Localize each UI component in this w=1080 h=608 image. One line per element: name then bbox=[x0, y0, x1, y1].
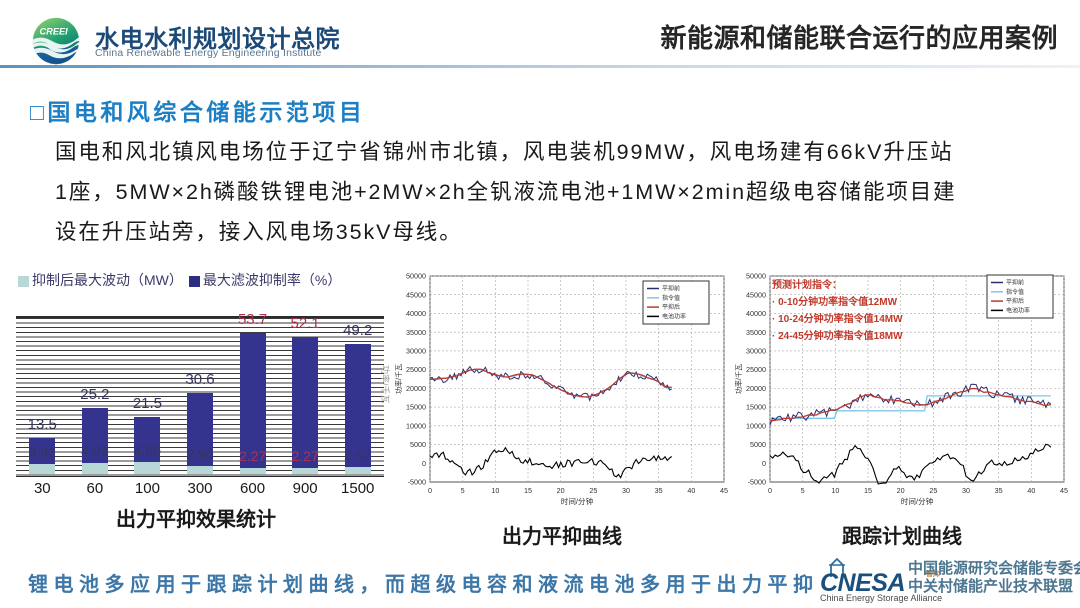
svg-text:40000: 40000 bbox=[406, 309, 426, 318]
svg-text:平抑前: 平抑前 bbox=[1006, 279, 1024, 287]
svg-text:20000: 20000 bbox=[406, 384, 426, 393]
svg-text:10: 10 bbox=[831, 486, 839, 495]
svg-text:35: 35 bbox=[655, 486, 663, 495]
svg-text:30000: 30000 bbox=[746, 347, 766, 356]
svg-text:45000: 45000 bbox=[406, 290, 426, 299]
svg-text:15000: 15000 bbox=[746, 403, 766, 412]
svg-text:15: 15 bbox=[864, 486, 872, 495]
svg-text:20000: 20000 bbox=[746, 384, 766, 393]
svg-text:50000: 50000 bbox=[406, 272, 426, 281]
svg-text:25000: 25000 bbox=[746, 365, 766, 374]
svg-text:0: 0 bbox=[762, 459, 766, 468]
svg-text:30: 30 bbox=[962, 486, 970, 495]
svg-text:平抑后: 平抑后 bbox=[1006, 297, 1024, 305]
svg-text:25: 25 bbox=[929, 486, 937, 495]
svg-text:5: 5 bbox=[801, 486, 805, 495]
svg-text:25: 25 bbox=[589, 486, 597, 495]
svg-text:35000: 35000 bbox=[406, 328, 426, 337]
svg-text:30: 30 bbox=[622, 486, 630, 495]
svg-text:CREEI: CREEI bbox=[40, 27, 69, 37]
svg-text:30000: 30000 bbox=[406, 347, 426, 356]
svg-text:-5000: -5000 bbox=[408, 478, 426, 487]
svg-text:时间/分钟: 时间/分钟 bbox=[901, 496, 934, 506]
svg-text:5000: 5000 bbox=[410, 440, 426, 449]
svg-text:功率/千瓦: 功率/千瓦 bbox=[394, 364, 403, 394]
svg-text:20: 20 bbox=[557, 486, 565, 495]
svg-text:0: 0 bbox=[768, 486, 772, 495]
svg-text:10000: 10000 bbox=[406, 421, 426, 430]
svg-text:40000: 40000 bbox=[746, 309, 766, 318]
svg-text:指令值: 指令值 bbox=[662, 294, 680, 302]
svg-text:50000: 50000 bbox=[746, 272, 766, 281]
svg-text:电池功率: 电池功率 bbox=[1006, 306, 1030, 314]
svg-text:时间/分钟: 时间/分钟 bbox=[561, 496, 594, 506]
svg-text:40: 40 bbox=[1027, 486, 1035, 495]
svg-text:15: 15 bbox=[524, 486, 532, 495]
svg-text:15000: 15000 bbox=[406, 403, 426, 412]
svg-text:40: 40 bbox=[687, 486, 695, 495]
svg-text:20: 20 bbox=[897, 486, 905, 495]
svg-text:45: 45 bbox=[720, 486, 728, 495]
svg-text:0: 0 bbox=[428, 486, 432, 495]
svg-text:5000: 5000 bbox=[750, 440, 766, 449]
svg-text:电池功率: 电池功率 bbox=[662, 312, 686, 320]
svg-text:35000: 35000 bbox=[746, 328, 766, 337]
svg-text:45: 45 bbox=[1060, 486, 1068, 495]
svg-text:-5000: -5000 bbox=[748, 478, 766, 487]
svg-text:平抑前: 平抑前 bbox=[662, 285, 680, 293]
svg-text:45000: 45000 bbox=[746, 290, 766, 299]
svg-text:功率/千瓦: 功率/千瓦 bbox=[734, 364, 743, 394]
svg-text:10: 10 bbox=[491, 486, 499, 495]
svg-text:0: 0 bbox=[422, 459, 426, 468]
svg-text:5: 5 bbox=[461, 486, 465, 495]
svg-text:10000: 10000 bbox=[746, 421, 766, 430]
svg-text:25000: 25000 bbox=[406, 365, 426, 374]
svg-text:指令值: 指令值 bbox=[1006, 288, 1024, 296]
svg-text:平抑后: 平抑后 bbox=[662, 303, 680, 311]
svg-text:35: 35 bbox=[995, 486, 1003, 495]
